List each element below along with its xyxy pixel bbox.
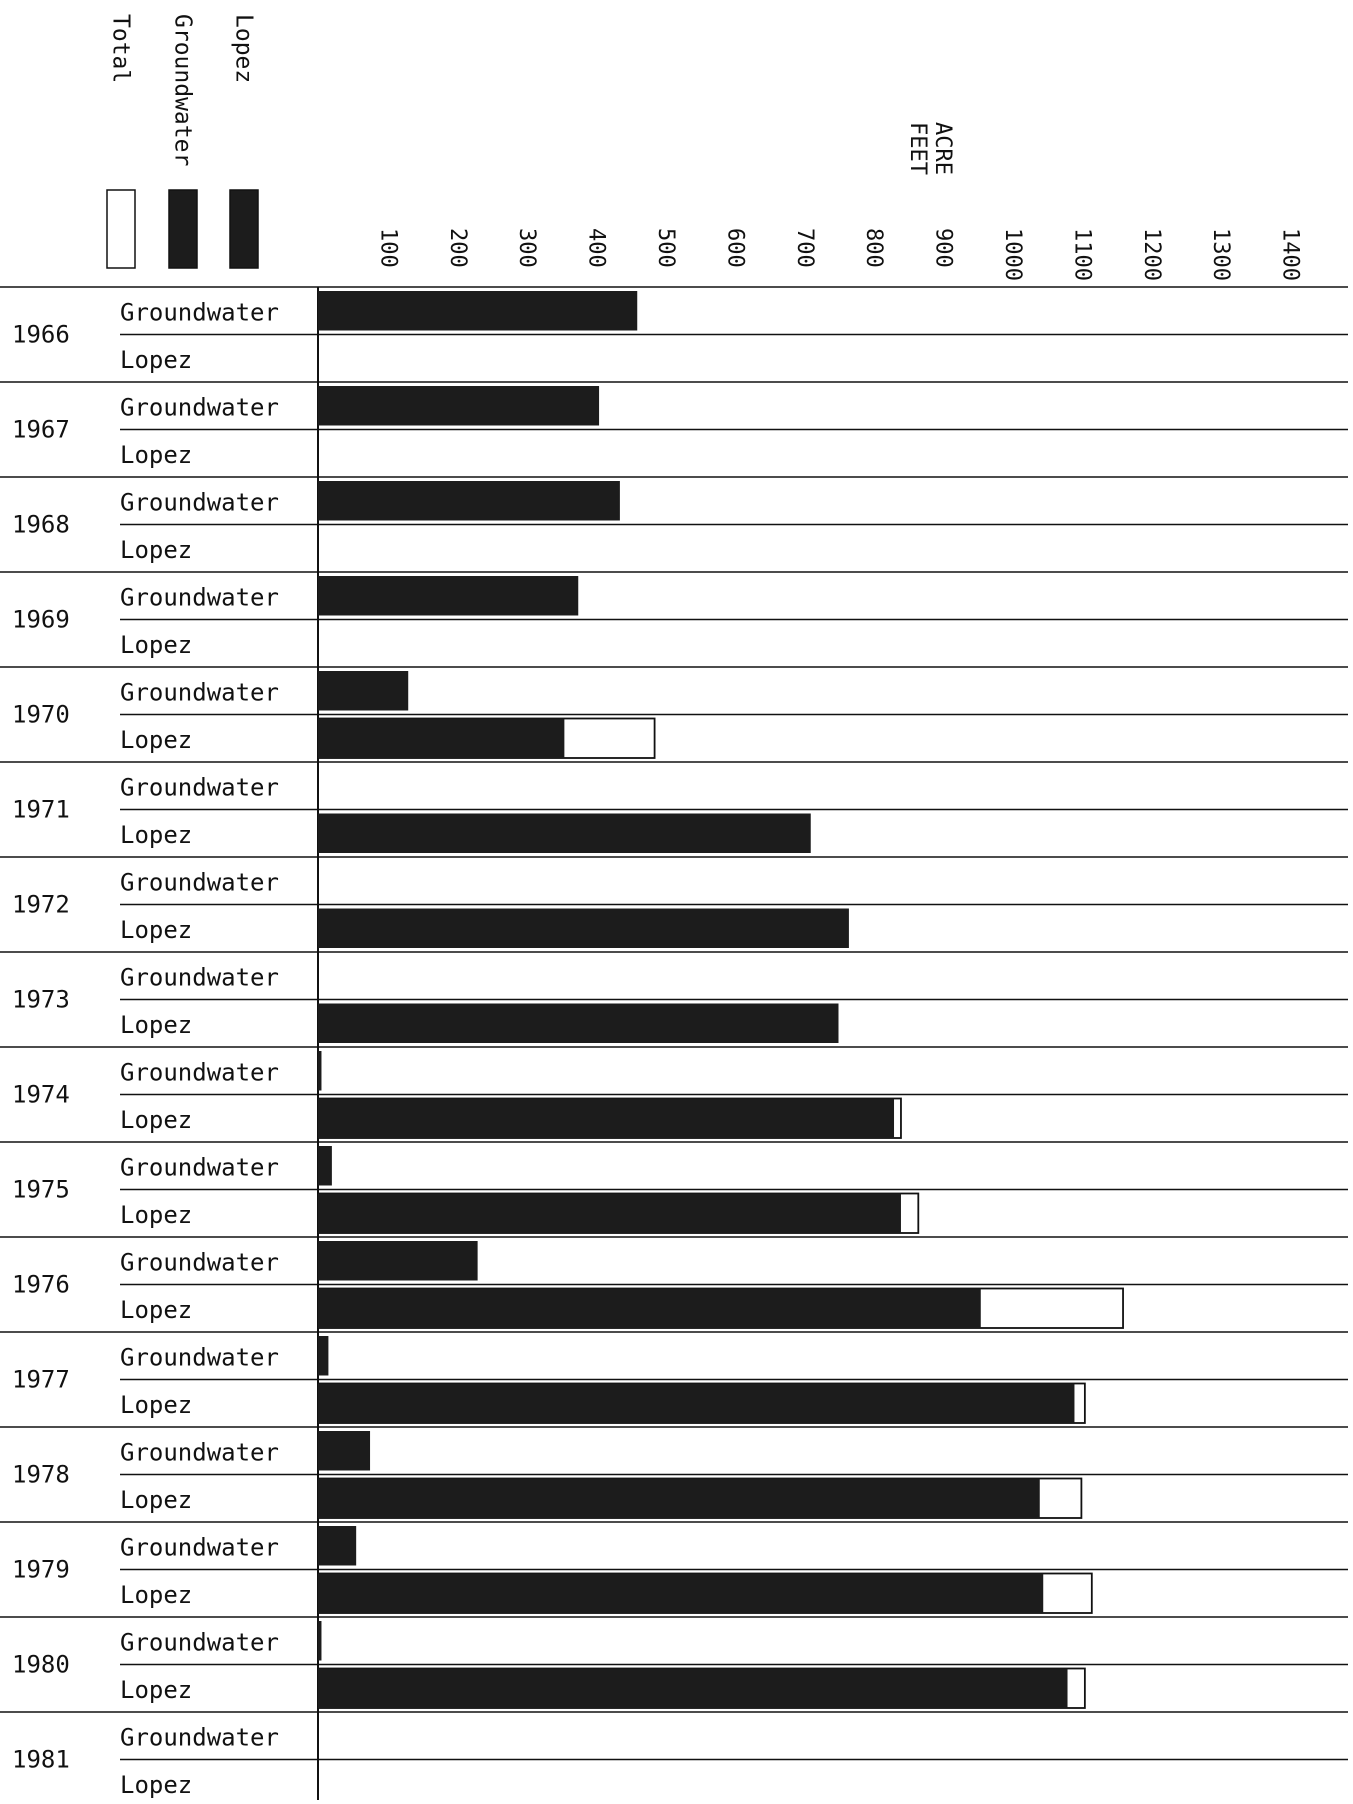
tick-label-900: 900 xyxy=(931,228,956,268)
row-label-groundwater: Groundwater xyxy=(120,1249,279,1277)
bar-groundwater-1969 xyxy=(318,576,579,616)
row-label-lopez: Lopez xyxy=(120,1581,192,1609)
row-label-groundwater: Groundwater xyxy=(120,1059,279,1087)
row-label-lopez: Lopez xyxy=(120,536,192,564)
row-label-lopez: Lopez xyxy=(120,346,192,374)
tick-label-700: 700 xyxy=(792,228,817,268)
row-label-groundwater: Groundwater xyxy=(120,299,279,327)
bar-groundwater-1970 xyxy=(318,671,409,711)
bar-lopez-1970 xyxy=(318,718,565,758)
year-label-1974: 1974 xyxy=(12,1081,70,1109)
row-label-lopez: Lopez xyxy=(120,1201,192,1229)
bar-lopez-1980 xyxy=(318,1668,1068,1708)
bar-groundwater-1976 xyxy=(318,1241,478,1281)
year-label-1976: 1976 xyxy=(12,1271,70,1299)
row-label-groundwater: Groundwater xyxy=(120,964,279,992)
row-label-groundwater: Groundwater xyxy=(120,394,279,422)
row-label-lopez: Lopez xyxy=(120,1771,192,1799)
row-label-lopez: Lopez xyxy=(120,1391,192,1419)
year-label-1978: 1978 xyxy=(12,1461,70,1489)
bar-lopez-1979 xyxy=(318,1573,1044,1613)
year-label-1969: 1969 xyxy=(12,606,70,634)
row-label-groundwater: Groundwater xyxy=(120,1154,279,1182)
row-label-lopez: Lopez xyxy=(120,821,192,849)
bar-groundwater-1977 xyxy=(318,1336,329,1376)
tick-label-1200: 1200 xyxy=(1139,228,1164,281)
tick-label-400: 400 xyxy=(584,228,609,268)
row-label-groundwater: Groundwater xyxy=(120,1344,279,1372)
tick-label-1100: 1100 xyxy=(1069,228,1094,281)
year-label-1971: 1971 xyxy=(12,796,70,824)
year-label-1980: 1980 xyxy=(12,1651,70,1679)
bar-groundwater-1967 xyxy=(318,386,600,426)
row-label-groundwater: Groundwater xyxy=(120,1629,279,1657)
year-label-1972: 1972 xyxy=(12,891,70,919)
legend-swatch-groundwater xyxy=(168,189,198,269)
year-label-1966: 1966 xyxy=(12,321,70,349)
axis-title-word-1: ACRE xyxy=(930,122,955,175)
row-label-groundwater: Groundwater xyxy=(120,1439,279,1467)
row-label-lopez: Lopez xyxy=(120,1296,192,1324)
tick-label-1400: 1400 xyxy=(1278,228,1303,281)
row-label-groundwater: Groundwater xyxy=(120,679,279,707)
legend-swatch-lopez xyxy=(229,189,259,269)
tick-label-800: 800 xyxy=(861,228,886,268)
row-label-groundwater: Groundwater xyxy=(120,869,279,897)
year-label-1973: 1973 xyxy=(12,986,70,1014)
bar-lopez-1971 xyxy=(318,813,811,853)
row-label-groundwater: Groundwater xyxy=(120,584,279,612)
year-label-1979: 1979 xyxy=(12,1556,70,1584)
bar-lopez-1974 xyxy=(318,1098,895,1138)
row-label-lopez: Lopez xyxy=(120,1011,192,1039)
row-label-groundwater: Groundwater xyxy=(120,1534,279,1562)
year-label-1975: 1975 xyxy=(12,1176,70,1204)
year-label-1977: 1977 xyxy=(12,1366,70,1394)
row-label-lopez: Lopez xyxy=(120,631,192,659)
bar-groundwater-1975 xyxy=(318,1146,332,1186)
tick-label-100: 100 xyxy=(375,228,400,268)
row-label-lopez: Lopez xyxy=(120,726,192,754)
row-label-lopez: Lopez xyxy=(120,1676,192,1704)
row-label-groundwater: Groundwater xyxy=(120,489,279,517)
row-label-groundwater: Groundwater xyxy=(120,1724,279,1752)
bar-groundwater-1966 xyxy=(318,291,638,331)
legend-label-total: Total xyxy=(108,14,134,83)
tick-label-1300: 1300 xyxy=(1208,228,1233,281)
bar-groundwater-1968 xyxy=(318,481,620,521)
bar-lopez-1973 xyxy=(318,1003,839,1043)
bar-lopez-1976 xyxy=(318,1288,981,1328)
year-label-1970: 1970 xyxy=(12,701,70,729)
bar-lopez-1977 xyxy=(318,1383,1075,1423)
legend-label-lopez: Lopez xyxy=(231,14,257,83)
year-label-1968: 1968 xyxy=(12,511,70,539)
axis-title-word-2: FEET xyxy=(905,122,930,175)
bar-lopez-1978 xyxy=(318,1478,1040,1518)
year-label-1981: 1981 xyxy=(12,1746,70,1774)
tick-label-600: 600 xyxy=(722,228,747,268)
bar-lopez-1972 xyxy=(318,908,849,948)
row-label-lopez: Lopez xyxy=(120,441,192,469)
tick-label-300: 300 xyxy=(514,228,539,268)
bar-groundwater-1978 xyxy=(318,1431,371,1471)
legend-label-groundwater: Groundwater xyxy=(170,14,196,166)
bar-groundwater-1980 xyxy=(318,1621,322,1661)
tick-label-500: 500 xyxy=(653,228,678,268)
bar-groundwater-1974 xyxy=(318,1051,322,1091)
row-label-lopez: Lopez xyxy=(120,916,192,944)
row-label-groundwater: Groundwater xyxy=(120,774,279,802)
year-label-1967: 1967 xyxy=(12,416,70,444)
row-label-lopez: Lopez xyxy=(120,1486,192,1514)
bar-groundwater-1979 xyxy=(318,1526,357,1566)
tick-label-1000: 1000 xyxy=(1000,228,1025,281)
tick-label-200: 200 xyxy=(445,228,470,268)
legend-swatch-total xyxy=(106,189,136,269)
row-label-lopez: Lopez xyxy=(120,1106,192,1134)
bar-lopez-1975 xyxy=(318,1193,901,1233)
